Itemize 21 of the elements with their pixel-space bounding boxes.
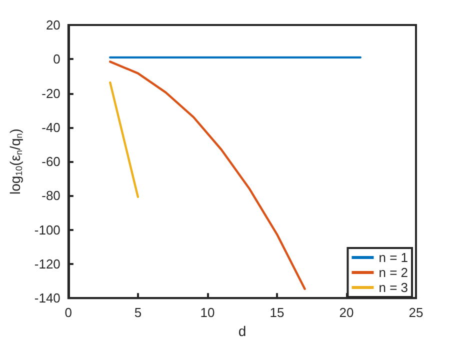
- x-tick-label: 5: [134, 305, 142, 320]
- y-tick-label: -60: [42, 154, 60, 170]
- legend-label: n = 1: [378, 250, 408, 265]
- y-tick-label: -140: [34, 290, 60, 306]
- x-tick-label: 25: [408, 305, 424, 320]
- y-axis-title: log10(εn/qn): [7, 128, 24, 195]
- x-tick-label: 20: [339, 305, 354, 320]
- y-tick-label: 20: [46, 18, 60, 32]
- legend-label: n = 2: [378, 265, 408, 280]
- y-tick-label: -120: [34, 256, 60, 272]
- y-tick-label: -20: [42, 86, 60, 101]
- y-tick-label: -40: [42, 120, 60, 135]
- x-axis-title: d: [238, 323, 246, 339]
- x-tick-label: 0: [64, 305, 72, 320]
- y-tick-label: -80: [42, 188, 60, 204]
- x-tick-label: 10: [200, 305, 215, 320]
- y-tick-label: -100: [34, 222, 60, 238]
- legend-label: n = 3: [378, 280, 408, 295]
- x-tick-label: 15: [270, 305, 284, 320]
- line-series: [109, 60, 306, 290]
- y-tick-label: 0: [53, 52, 60, 67]
